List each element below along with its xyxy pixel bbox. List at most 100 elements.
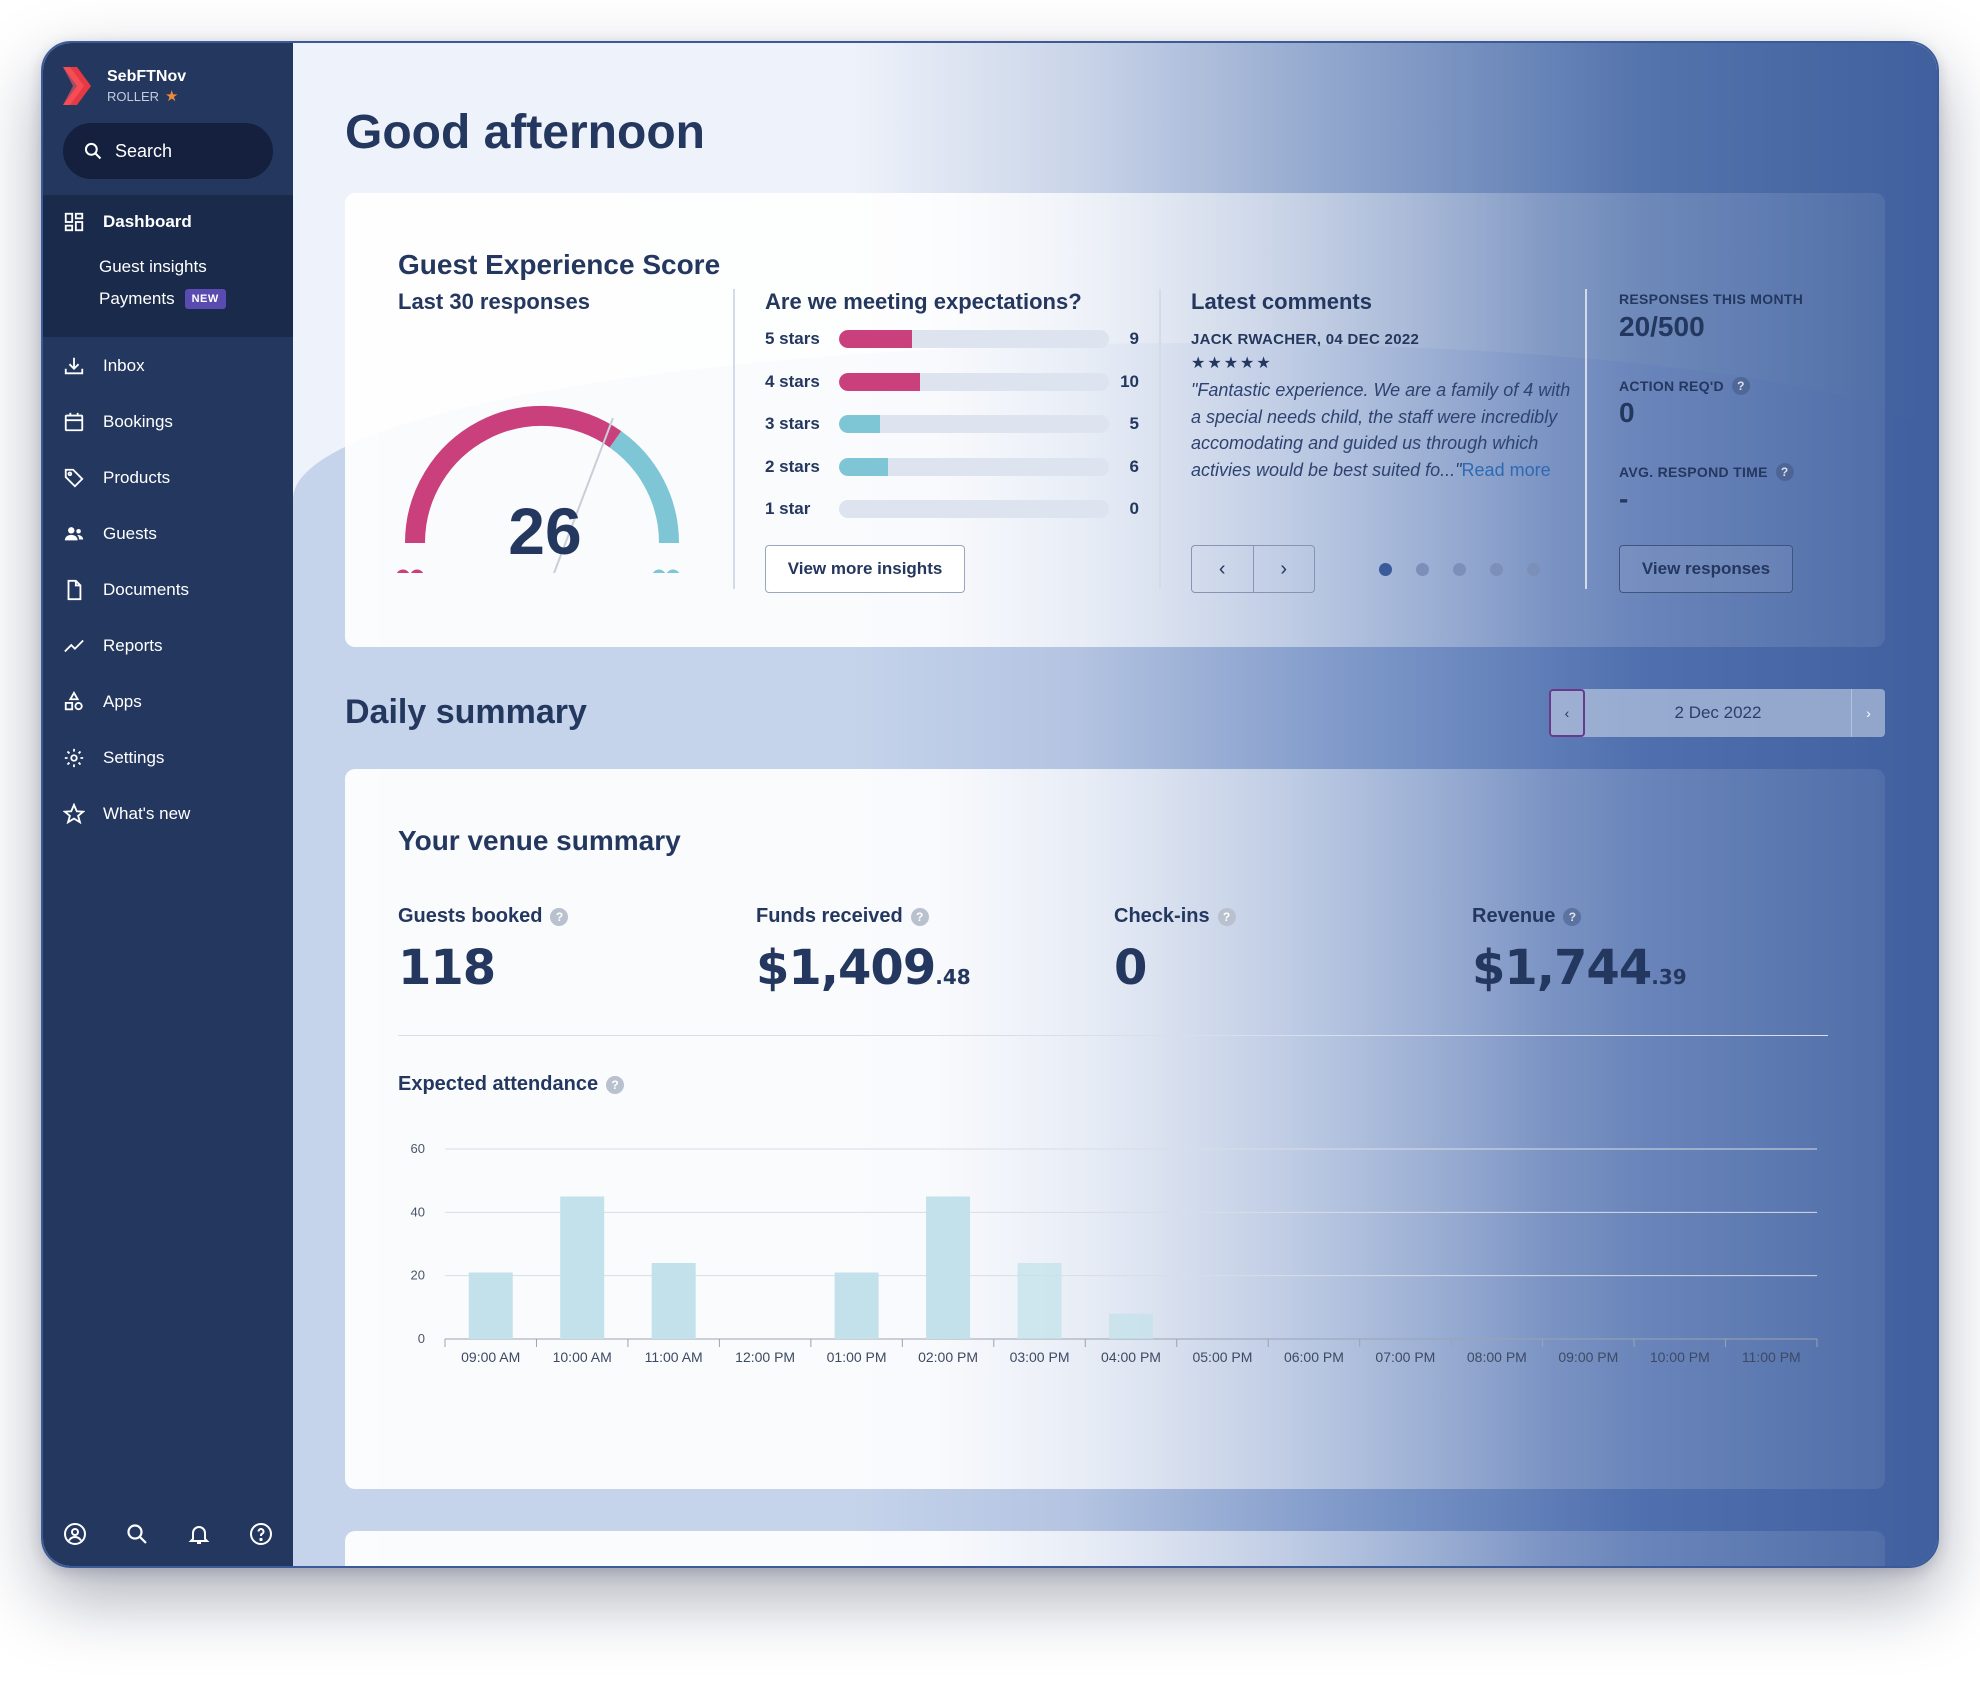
- page-title: Good afternoon: [345, 106, 705, 159]
- x-tick-label: 12:00 PM: [735, 1349, 795, 1365]
- rating-label: 4 stars: [765, 371, 820, 391]
- rating-label: 5 stars: [765, 329, 820, 348]
- roller-logo-icon: [63, 67, 91, 105]
- ges-title: Guest Experience Score: [398, 249, 721, 280]
- sidebar-item-inbox[interactable]: Inbox: [63, 355, 145, 377]
- responses-month-label: RESPONSES THIS MONTH: [1619, 291, 1804, 307]
- rating-label: 1 star: [765, 499, 811, 518]
- sidebar-item-reports[interactable]: Reports: [63, 635, 163, 657]
- sidebar-item-payments[interactable]: Payments NEW: [99, 289, 226, 309]
- rating-bar-track: [839, 500, 1109, 518]
- search-icon[interactable]: [125, 1522, 149, 1546]
- date-picker[interactable]: 2 Dec 2022: [1674, 703, 1762, 722]
- sidebar-item-whats-new[interactable]: What's new: [63, 803, 190, 825]
- org-name: ROLLER ★: [107, 88, 179, 105]
- sidebar-item-guest-insights[interactable]: Guest insights: [99, 257, 207, 277]
- account-icon[interactable]: [63, 1522, 87, 1546]
- document-icon: [67, 579, 82, 601]
- prev-comment-button[interactable]: ‹: [1192, 546, 1254, 592]
- pagination-dot[interactable]: [1453, 563, 1466, 576]
- experience-gauge: [396, 405, 680, 573]
- y-tick-label: 0: [418, 1331, 425, 1346]
- new-badge: NEW: [184, 289, 226, 309]
- rating-count: 9: [1129, 329, 1139, 348]
- sidebar-item-settings[interactable]: Settings: [63, 747, 164, 769]
- sidebar-item-apps[interactable]: Apps: [63, 691, 142, 713]
- help-icon[interactable]: ?: [606, 1075, 625, 1094]
- help-icon[interactable]: ?: [1217, 907, 1236, 926]
- x-tick-label: 03:00 PM: [1010, 1349, 1070, 1365]
- rating-row: 4 stars 10: [765, 372, 1139, 392]
- brand[interactable]: SebFTNov ROLLER ★: [63, 67, 186, 105]
- help-icon[interactable]: ?: [1731, 377, 1750, 395]
- search-label: Search: [115, 140, 173, 161]
- premium-star-icon: ★: [165, 88, 179, 105]
- x-tick-label: 05:00 PM: [1192, 1349, 1252, 1365]
- ges-subtitle: Last 30 responses: [398, 289, 590, 314]
- attendance-chart: 0 20 40 60 09:00 AM 10:00 AM 11:00 AM 12:00 PM 0…: [411, 1141, 1818, 1365]
- rating-bar-track: [839, 415, 1109, 433]
- sidebar-item-label: Settings: [103, 748, 165, 767]
- rating-row: 5 stars 9: [765, 329, 1139, 349]
- pagination-dot[interactable]: [1527, 563, 1540, 576]
- comment-pagination-dots: [1379, 563, 1540, 576]
- view-responses-button[interactable]: View responses: [1619, 545, 1793, 593]
- rating-bar-fill: [839, 372, 920, 391]
- app-window: SebFTNov ROLLER ★ Search Dashboard Guest …: [41, 41, 1939, 1568]
- sidebar: SebFTNov ROLLER ★ Search Dashboard Guest …: [43, 43, 293, 1566]
- pagination-dot[interactable]: [1379, 563, 1392, 576]
- comment-body: "Fantastic experience. We are a family o…: [1191, 380, 1571, 480]
- chart-line-icon: [64, 639, 84, 653]
- rating-bar-track: [839, 457, 1109, 476]
- view-more-insights-button[interactable]: View more insights: [765, 545, 965, 593]
- users-icon: [64, 527, 84, 541]
- x-tick-label: 07:00 PM: [1375, 1349, 1435, 1365]
- sidebar-item-label: Documents: [103, 580, 189, 599]
- y-tick-label: 40: [411, 1204, 425, 1219]
- metric-label: Guests booked?: [398, 905, 569, 928]
- bar: [468, 1272, 513, 1339]
- tag-icon: [64, 468, 84, 488]
- y-tick-label: 60: [411, 1141, 425, 1156]
- pagination-dot[interactable]: [1490, 563, 1503, 576]
- y-tick-label: 20: [411, 1268, 425, 1283]
- bar: [560, 1196, 605, 1339]
- comments-title: Latest comments: [1191, 289, 1372, 314]
- sidebar-item-documents[interactable]: Documents: [63, 579, 189, 601]
- sidebar-item-label: Dashboard: [103, 212, 192, 231]
- help-icon[interactable]: ?: [1775, 463, 1794, 481]
- x-tick-label: 10:00 PM: [1650, 1349, 1710, 1365]
- divider: [733, 289, 735, 589]
- date-navigator: ‹ 2 Dec 2022 ›: [1549, 689, 1885, 737]
- prev-day-button[interactable]: ‹: [1549, 689, 1585, 737]
- help-icon[interactable]: ?: [910, 907, 929, 926]
- action-required-value: 0: [1619, 397, 1635, 428]
- bell-icon[interactable]: [187, 1522, 211, 1546]
- sidebar-search[interactable]: Search: [63, 123, 273, 179]
- divider: [1585, 289, 1587, 589]
- dashboard-group: [43, 195, 293, 337]
- sidebar-item-bookings[interactable]: Bookings: [63, 411, 173, 433]
- sidebar-item-products[interactable]: Products: [63, 467, 170, 489]
- help-icon[interactable]: ?: [1563, 907, 1582, 926]
- metric-label: Funds received?: [756, 905, 971, 928]
- read-more-link[interactable]: Read more: [1461, 459, 1551, 480]
- sidebar-item-guests[interactable]: Guests: [63, 523, 157, 545]
- bar: [651, 1263, 696, 1339]
- sidebar-item-dashboard[interactable]: Dashboard: [63, 211, 192, 233]
- x-tick-label: 09:00 AM: [461, 1349, 520, 1365]
- divider: [1159, 289, 1161, 589]
- rating-bar-track: [839, 372, 1109, 391]
- metric-value: $1,409.48: [756, 940, 971, 996]
- pagination-dot[interactable]: [1416, 563, 1429, 576]
- rating-bar-fill: [839, 457, 888, 476]
- search-icon: [84, 142, 102, 160]
- help-icon[interactable]: [249, 1522, 273, 1546]
- gauge-arc-negative: [609, 431, 680, 544]
- sidebar-item-label: Payments: [99, 289, 175, 308]
- help-icon[interactable]: ?: [550, 907, 569, 926]
- chart-title: Expected attendance?: [398, 1073, 625, 1096]
- next-comment-button[interactable]: ›: [1280, 557, 1288, 580]
- next-day-button[interactable]: ›: [1851, 689, 1885, 737]
- sidebar-footer: [63, 1522, 273, 1546]
